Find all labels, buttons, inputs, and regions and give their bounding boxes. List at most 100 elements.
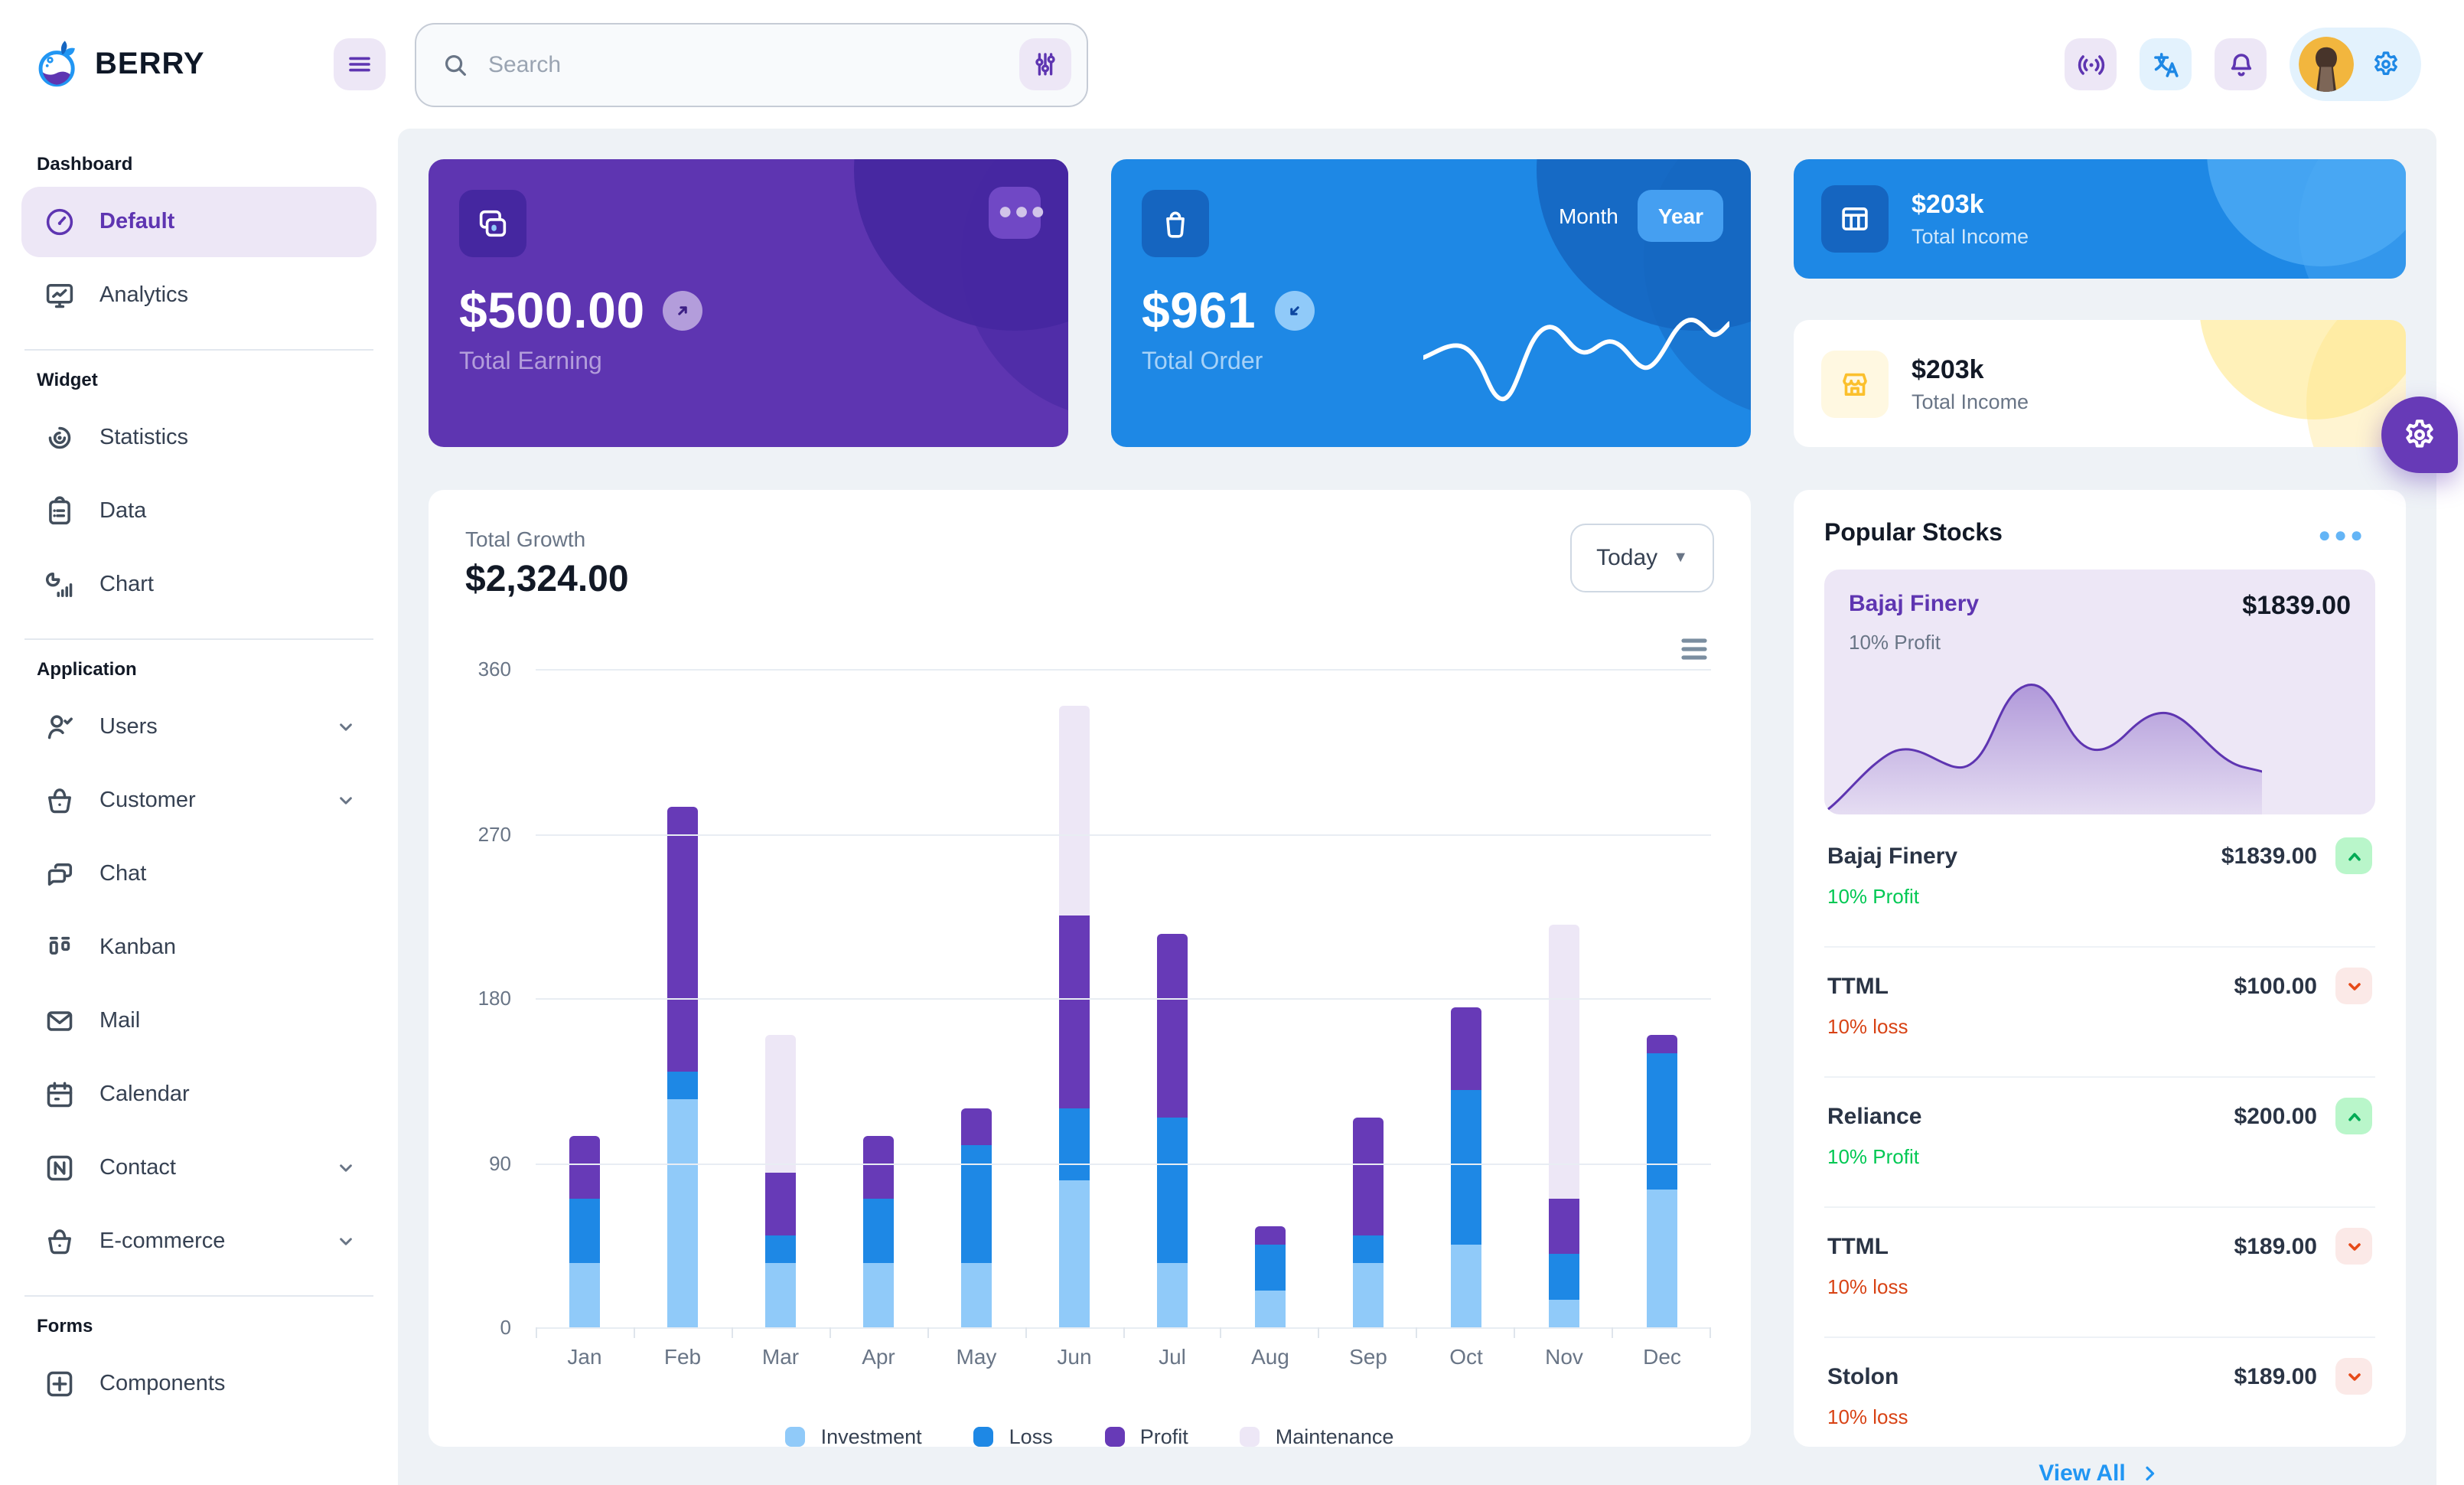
storefront-icon	[1821, 350, 1889, 417]
bar-segment-investment	[1549, 1300, 1579, 1327]
stocks-menu-button[interactable]: ●●●	[2309, 522, 2375, 547]
bar-segment-investment	[1647, 1190, 1677, 1327]
sidebar-item-chat[interactable]: Chat	[21, 839, 376, 909]
sidebar-item-analytics[interactable]: Analytics	[21, 260, 376, 331]
legend-item-profit: Profit	[1104, 1425, 1188, 1448]
stock-name: TTML	[1827, 973, 1889, 999]
bar-segment-investment	[961, 1263, 992, 1327]
search-filter-button[interactable]	[1019, 38, 1071, 90]
growth-period-select[interactable]: Today ▼	[1570, 524, 1714, 592]
bar-segment-investment	[1451, 1245, 1481, 1327]
sidebar-item-label: Calendar	[99, 1082, 190, 1107]
order-sparkline	[1423, 318, 1729, 402]
sidebar-item-contact[interactable]: Contact	[21, 1133, 376, 1203]
bar-segment-loss	[1647, 1053, 1677, 1190]
bar-segment-loss	[863, 1199, 894, 1264]
y-axis-tick-270: 270	[477, 822, 511, 845]
bar-segment-investment	[863, 1263, 894, 1327]
total-growth-card: Total Growth $2,324.00 Today ▼ 0 90 180 270…	[429, 490, 1751, 1448]
broadcast-button[interactable]	[2065, 38, 2117, 90]
y-axis-tick-90: 90	[489, 1151, 511, 1174]
x-axis-label-mar: Mar	[761, 1344, 800, 1369]
bar-segment-loss	[1255, 1245, 1286, 1291]
view-all-link[interactable]: View All	[1824, 1448, 2375, 1485]
sidebar-item-chart[interactable]: Chart	[21, 550, 376, 620]
stock-name: Bajaj Finery	[1827, 843, 1958, 869]
income-primary-amount: $203k	[1912, 190, 1984, 219]
gridline-y-270	[536, 834, 1711, 835]
customization-fab-button[interactable]	[2381, 397, 2458, 473]
x-axis-label-dec: Dec	[1643, 1344, 1681, 1369]
legend-swatch	[785, 1427, 806, 1447]
stock-change: 10% Profit	[1827, 1145, 1919, 1168]
bar-segment-loss	[1451, 1089, 1481, 1245]
sidebar-item-label: Users	[99, 715, 158, 739]
chevron-down-icon	[334, 1229, 358, 1254]
sidebar-item-mail[interactable]: Mail	[21, 986, 376, 1056]
sidebar-item-users[interactable]: Users	[21, 692, 376, 762]
notifications-button[interactable]	[2215, 38, 2267, 90]
toggle-year[interactable]: Year	[1638, 190, 1723, 242]
profile-menu-button[interactable]	[2290, 28, 2421, 101]
sidebar-item-kanban[interactable]: Kanban	[21, 912, 376, 983]
earning-card-menu-button[interactable]: ●●●	[989, 187, 1045, 239]
main-content: ●●● $500.00 Total Earning Month Year	[398, 129, 2436, 1485]
sidebar-divider	[24, 349, 373, 351]
chart-menu-icon[interactable]	[1680, 637, 1708, 661]
chartbar-icon	[43, 568, 77, 602]
bar-feb	[634, 669, 732, 1327]
brand-logo[interactable]: BERRY	[34, 40, 205, 89]
analytics-icon	[43, 279, 77, 312]
search-icon	[441, 50, 470, 79]
sidebar-item-data[interactable]: Data	[21, 476, 376, 547]
x-axis-label-jul: Jul	[1159, 1344, 1186, 1369]
calendar-icon	[43, 1078, 77, 1111]
stock-trend-down-icon	[2335, 1358, 2372, 1395]
translate-icon	[2149, 48, 2182, 80]
chevron-right-icon	[2138, 1462, 2161, 1485]
sidebar-item-default[interactable]: Default	[21, 187, 376, 257]
sidebar-toggle-button[interactable]	[334, 38, 386, 90]
sidebar-item-customer[interactable]: Customer	[21, 765, 376, 836]
sidebar-item-label: Contact	[99, 1156, 176, 1180]
kanban-icon	[43, 931, 77, 964]
trend-up-arrow-icon	[663, 291, 703, 331]
chevron-down-icon: ▼	[1673, 550, 1688, 566]
bar-segment-profit	[765, 1172, 796, 1236]
featured-stock-change: 10% Profit	[1849, 631, 1941, 654]
growth-x-labels: Jan Feb Mar Apr May Jun Jul Aug Sep Oct Nov Dec	[536, 1344, 1711, 1369]
language-button[interactable]	[2140, 38, 2192, 90]
bar-segment-maintenance	[1549, 925, 1579, 1199]
stock-row-divider	[1824, 1206, 2375, 1208]
x-axis-label-feb: Feb	[663, 1344, 702, 1369]
wallet-cards-icon	[459, 190, 526, 257]
stock-list: Bajaj Finery $1839.00 10% Profit TTML $100.0…	[1824, 818, 2375, 1448]
x-axis-label-nov: Nov	[1545, 1344, 1583, 1369]
toggle-month[interactable]: Month	[1558, 204, 1618, 228]
x-axis-label-jun: Jun	[1057, 1344, 1092, 1369]
total-income-card-warning: $203k Total Income	[1794, 320, 2406, 447]
sidebar-item-label: Mail	[99, 1009, 141, 1033]
sidebar-item-e-commerce[interactable]: E-commerce	[21, 1206, 376, 1277]
stock-name: Stolon	[1827, 1363, 1899, 1389]
bar-segment-profit	[1451, 1007, 1481, 1090]
table-grid-icon	[1821, 185, 1889, 253]
x-axis-label-may: May	[956, 1344, 997, 1369]
bar-sep	[1319, 669, 1417, 1327]
bar-segment-loss	[1157, 1117, 1188, 1264]
contact-icon	[43, 1151, 77, 1185]
sidebar-item-calendar[interactable]: Calendar	[21, 1059, 376, 1130]
sidebar-item-statistics[interactable]: Statistics	[21, 403, 376, 473]
trend-down-arrow-icon	[1274, 291, 1315, 331]
usercheck-icon	[43, 710, 77, 744]
search-input[interactable]	[485, 50, 1019, 79]
growth-legend: Investment Loss Profit Maintenance	[465, 1425, 1714, 1448]
gauge-icon	[43, 205, 77, 239]
sidebar-item-components[interactable]: Components	[21, 1349, 376, 1419]
total-earning-card: ●●● $500.00 Total Earning	[429, 159, 1068, 447]
sidebar-item-label: Data	[99, 499, 147, 524]
income-primary-label: Total Income	[1912, 225, 2029, 248]
x-axis-label-apr: Apr	[862, 1344, 895, 1369]
earning-amount: $500.00	[459, 282, 645, 338]
